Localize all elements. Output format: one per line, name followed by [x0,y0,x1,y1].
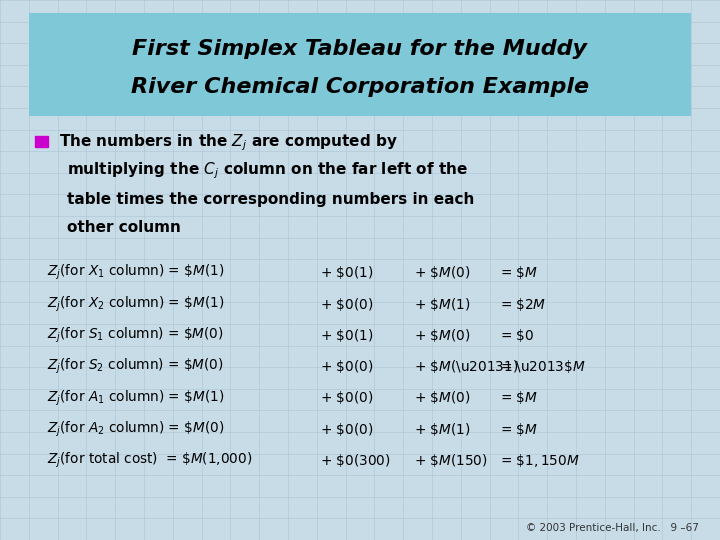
Text: = $\$0$: = $\$0$ [500,327,534,344]
Text: River Chemical Corporation Example: River Chemical Corporation Example [131,77,589,98]
Text: table times the corresponding numbers in each: table times the corresponding numbers in… [67,192,474,207]
Text: $Z_j$(for $S_2$ column) = $\$M$(0): $Z_j$(for $S_2$ column) = $\$M$(0) [47,357,223,376]
Bar [29,14,691,116]
Text: = $\$1,150M$: = $\$1,150M$ [500,452,580,469]
Bar [35,136,48,147]
Text: $Z_j$(for total cost)  = $\$M$(1,000): $Z_j$(for total cost) = $\$M$(1,000) [47,451,252,470]
Text: The numbers in the $Z_j$ are computed by: The numbers in the $Z_j$ are computed by [59,133,398,153]
Text: = $\$M$: = $\$M$ [500,421,539,438]
Text: = $\$2M$: = $\$2M$ [500,295,546,313]
Text: = $\$M$: = $\$M$ [500,264,539,281]
Text: + $\$0$(0): + $\$0$(0) [320,358,374,375]
Text: + $\$0$(300): + $\$0$(300) [320,452,391,469]
Text: + $\$M$(1): + $\$M$(1) [414,421,470,438]
Text: + $\$M$(1): + $\$M$(1) [414,295,470,313]
Text: + $\$0$(0): + $\$0$(0) [320,389,374,407]
Text: multiplying the $C_j$ column on the far left of the: multiplying the $C_j$ column on the far … [67,161,468,181]
Text: + $\$0$(1): + $\$0$(1) [320,327,374,344]
Text: + $\$0$(0): + $\$0$(0) [320,421,374,438]
Text: $Z_j$(for $X_2$ column) = $\$M$(1): $Z_j$(for $X_2$ column) = $\$M$(1) [47,294,224,314]
Text: + $\$0$(0): + $\$0$(0) [320,295,374,313]
Text: + $\$M$(0): + $\$M$(0) [414,264,470,281]
Text: = \u2013$\$M$: = \u2013$\$M$ [500,358,586,375]
Text: © 2003 Prentice-Hall, Inc.   9 –67: © 2003 Prentice-Hall, Inc. 9 –67 [526,523,698,533]
Text: other column: other column [67,220,181,235]
Text: + $\$M$(150): + $\$M$(150) [414,452,487,469]
Text: = $\$M$: = $\$M$ [500,389,539,407]
Text: $Z_j$(for $S_1$ column) = $\$M$(0): $Z_j$(for $S_1$ column) = $\$M$(0) [47,326,223,345]
Text: + $\$M$(0): + $\$M$(0) [414,327,470,344]
Text: + $\$M$(0): + $\$M$(0) [414,389,470,407]
Text: + $\$M$(\u20131): + $\$M$(\u20131) [414,358,518,375]
Text: + $\$0$(1): + $\$0$(1) [320,264,374,281]
Text: $Z_j$(for $A_2$ column) = $\$M$(0): $Z_j$(for $A_2$ column) = $\$M$(0) [47,420,224,439]
Text: First Simplex Tableau for the Muddy: First Simplex Tableau for the Muddy [132,38,588,59]
Text: $Z_j$(for $A_1$ column) = $\$M$(1): $Z_j$(for $A_1$ column) = $\$M$(1) [47,388,224,408]
Text: $Z_j$(for $X_1$ column) = $\$M$(1): $Z_j$(for $X_1$ column) = $\$M$(1) [47,263,224,282]
